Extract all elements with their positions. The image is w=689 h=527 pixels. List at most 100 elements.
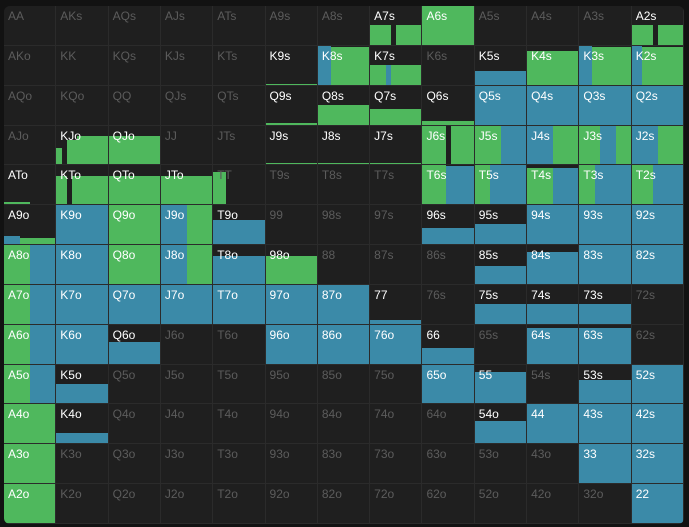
hand-cell[interactable]: AKs xyxy=(56,6,109,46)
hand-cell[interactable]: 74s xyxy=(527,284,580,325)
hand-cell[interactable]: 65o xyxy=(422,364,475,405)
hand-cell[interactable]: Q4s xyxy=(527,85,580,126)
hand-cell[interactable]: 33 xyxy=(579,444,632,485)
hand-cell[interactable]: Q6s xyxy=(422,85,475,126)
hand-cell[interactable]: 72s xyxy=(631,284,684,325)
hand-cell[interactable]: 74o xyxy=(370,404,423,445)
hand-cell[interactable]: T8s xyxy=(317,165,371,206)
hand-cell[interactable]: Q5s xyxy=(474,85,528,126)
hand-cell[interactable]: 97o xyxy=(265,284,318,325)
hand-cell[interactable]: 43o xyxy=(527,444,580,485)
hand-cell[interactable]: Q9s xyxy=(265,85,318,126)
hand-cell[interactable]: QJo xyxy=(108,125,161,166)
hand-cell[interactable]: 87s xyxy=(370,245,423,285)
hand-cell[interactable]: 96o xyxy=(265,324,318,365)
hand-cell[interactable]: 43s xyxy=(579,404,632,445)
hand-cell[interactable]: AQo xyxy=(4,85,57,126)
hand-cell[interactable]: Q8s xyxy=(317,85,371,126)
hand-cell[interactable]: T4s xyxy=(527,165,580,206)
hand-cell[interactable]: A3s xyxy=(579,6,632,46)
hand-cell[interactable]: Q3s xyxy=(579,85,632,126)
hand-cell[interactable]: 62o xyxy=(422,484,475,524)
hand-cell[interactable]: A6o xyxy=(4,324,57,365)
hand-cell[interactable]: Q2s xyxy=(631,85,684,126)
hand-cell[interactable]: A2o xyxy=(4,484,57,524)
hand-cell[interactable]: 84s xyxy=(527,245,580,285)
hand-cell[interactable]: K2s xyxy=(631,45,684,86)
hand-cell[interactable]: 52o xyxy=(474,484,528,524)
hand-cell[interactable]: T2s xyxy=(631,165,684,206)
hand-cell[interactable]: AA xyxy=(4,6,57,46)
hand-cell[interactable]: J7s xyxy=(370,125,423,166)
hand-cell[interactable]: J2s xyxy=(631,125,684,166)
hand-cell[interactable]: A5o xyxy=(4,364,57,405)
hand-cell[interactable]: 98o xyxy=(265,245,318,285)
hand-cell[interactable]: QTo xyxy=(108,165,161,206)
hand-cell[interactable]: J3s xyxy=(579,125,632,166)
hand-cell[interactable]: J5o xyxy=(160,364,214,405)
hand-cell[interactable]: A7s xyxy=(370,6,423,46)
hand-cell[interactable]: T4o xyxy=(213,404,266,445)
hand-cell[interactable]: Q2o xyxy=(108,484,161,524)
hand-cell[interactable]: 82o xyxy=(317,484,371,524)
hand-cell[interactable]: 64s xyxy=(527,324,580,365)
hand-cell[interactable]: 87o xyxy=(317,284,371,325)
hand-cell[interactable]: 94s xyxy=(527,205,580,246)
hand-cell[interactable]: J5s xyxy=(474,125,528,166)
hand-cell[interactable]: A3o xyxy=(4,444,57,485)
hand-cell[interactable]: 55 xyxy=(474,364,528,405)
hand-cell[interactable]: ATo xyxy=(4,165,57,206)
hand-cell[interactable]: 75s xyxy=(474,284,528,325)
hand-cell[interactable]: J9o xyxy=(160,205,214,246)
hand-cell[interactable]: 53o xyxy=(474,444,528,485)
hand-cell[interactable]: QJs xyxy=(160,85,214,126)
hand-cell[interactable]: 75o xyxy=(370,364,423,405)
hand-cell[interactable]: Q7s xyxy=(370,85,423,126)
hand-cell[interactable]: T8o xyxy=(213,245,266,285)
hand-cell[interactable]: Q7o xyxy=(108,284,161,325)
hand-cell[interactable]: K3o xyxy=(56,444,109,485)
hand-cell[interactable]: 64o xyxy=(422,404,475,445)
hand-cell[interactable]: T6o xyxy=(213,324,266,365)
hand-cell[interactable]: A4s xyxy=(527,6,580,46)
hand-cell[interactable]: K8o xyxy=(56,245,109,285)
hand-cell[interactable]: A9o xyxy=(4,205,57,246)
hand-cell[interactable]: A5s xyxy=(474,6,528,46)
hand-cell[interactable]: KK xyxy=(56,45,109,86)
hand-cell[interactable]: J6o xyxy=(160,324,214,365)
hand-cell[interactable]: A6s xyxy=(422,6,475,46)
hand-cell[interactable]: 83s xyxy=(579,245,632,285)
hand-cell[interactable]: 62s xyxy=(631,324,684,365)
hand-cell[interactable]: 65s xyxy=(474,324,528,365)
hand-cell[interactable]: TT xyxy=(213,165,266,206)
hand-cell[interactable]: J4o xyxy=(160,404,214,445)
hand-cell[interactable]: K5o xyxy=(56,364,109,405)
hand-cell[interactable]: AQs xyxy=(108,6,161,46)
hand-cell[interactable]: 73o xyxy=(370,444,423,485)
hand-cell[interactable]: T3s xyxy=(579,165,632,206)
hand-cell[interactable]: AJo xyxy=(4,125,57,166)
hand-cell[interactable]: J9s xyxy=(265,125,318,166)
hand-cell[interactable]: K5s xyxy=(474,45,528,86)
hand-cell[interactable]: 82s xyxy=(631,245,684,285)
hand-cell[interactable]: T7o xyxy=(213,284,266,325)
hand-cell[interactable]: K4s xyxy=(527,45,580,86)
hand-cell[interactable]: 88 xyxy=(317,245,371,285)
hand-cell[interactable]: K9o xyxy=(56,205,109,246)
hand-cell[interactable]: 86s xyxy=(422,245,475,285)
hand-cell[interactable]: A8o xyxy=(4,245,57,285)
hand-cell[interactable]: A9s xyxy=(265,6,318,46)
hand-cell[interactable]: Q4o xyxy=(108,404,161,445)
hand-cell[interactable]: 44 xyxy=(527,404,580,445)
hand-cell[interactable]: KTs xyxy=(213,45,266,86)
hand-cell[interactable]: 53s xyxy=(579,364,632,405)
hand-cell[interactable]: K4o xyxy=(56,404,109,445)
hand-cell[interactable]: J6s xyxy=(422,125,475,166)
hand-cell[interactable]: J2o xyxy=(160,484,214,524)
hand-cell[interactable]: QQ xyxy=(108,85,161,126)
hand-cell[interactable]: 66 xyxy=(422,324,475,365)
hand-cell[interactable]: K2o xyxy=(56,484,109,524)
hand-cell[interactable]: 93s xyxy=(579,205,632,246)
hand-cell[interactable]: 86o xyxy=(317,324,371,365)
hand-cell[interactable]: Q5o xyxy=(108,364,161,405)
